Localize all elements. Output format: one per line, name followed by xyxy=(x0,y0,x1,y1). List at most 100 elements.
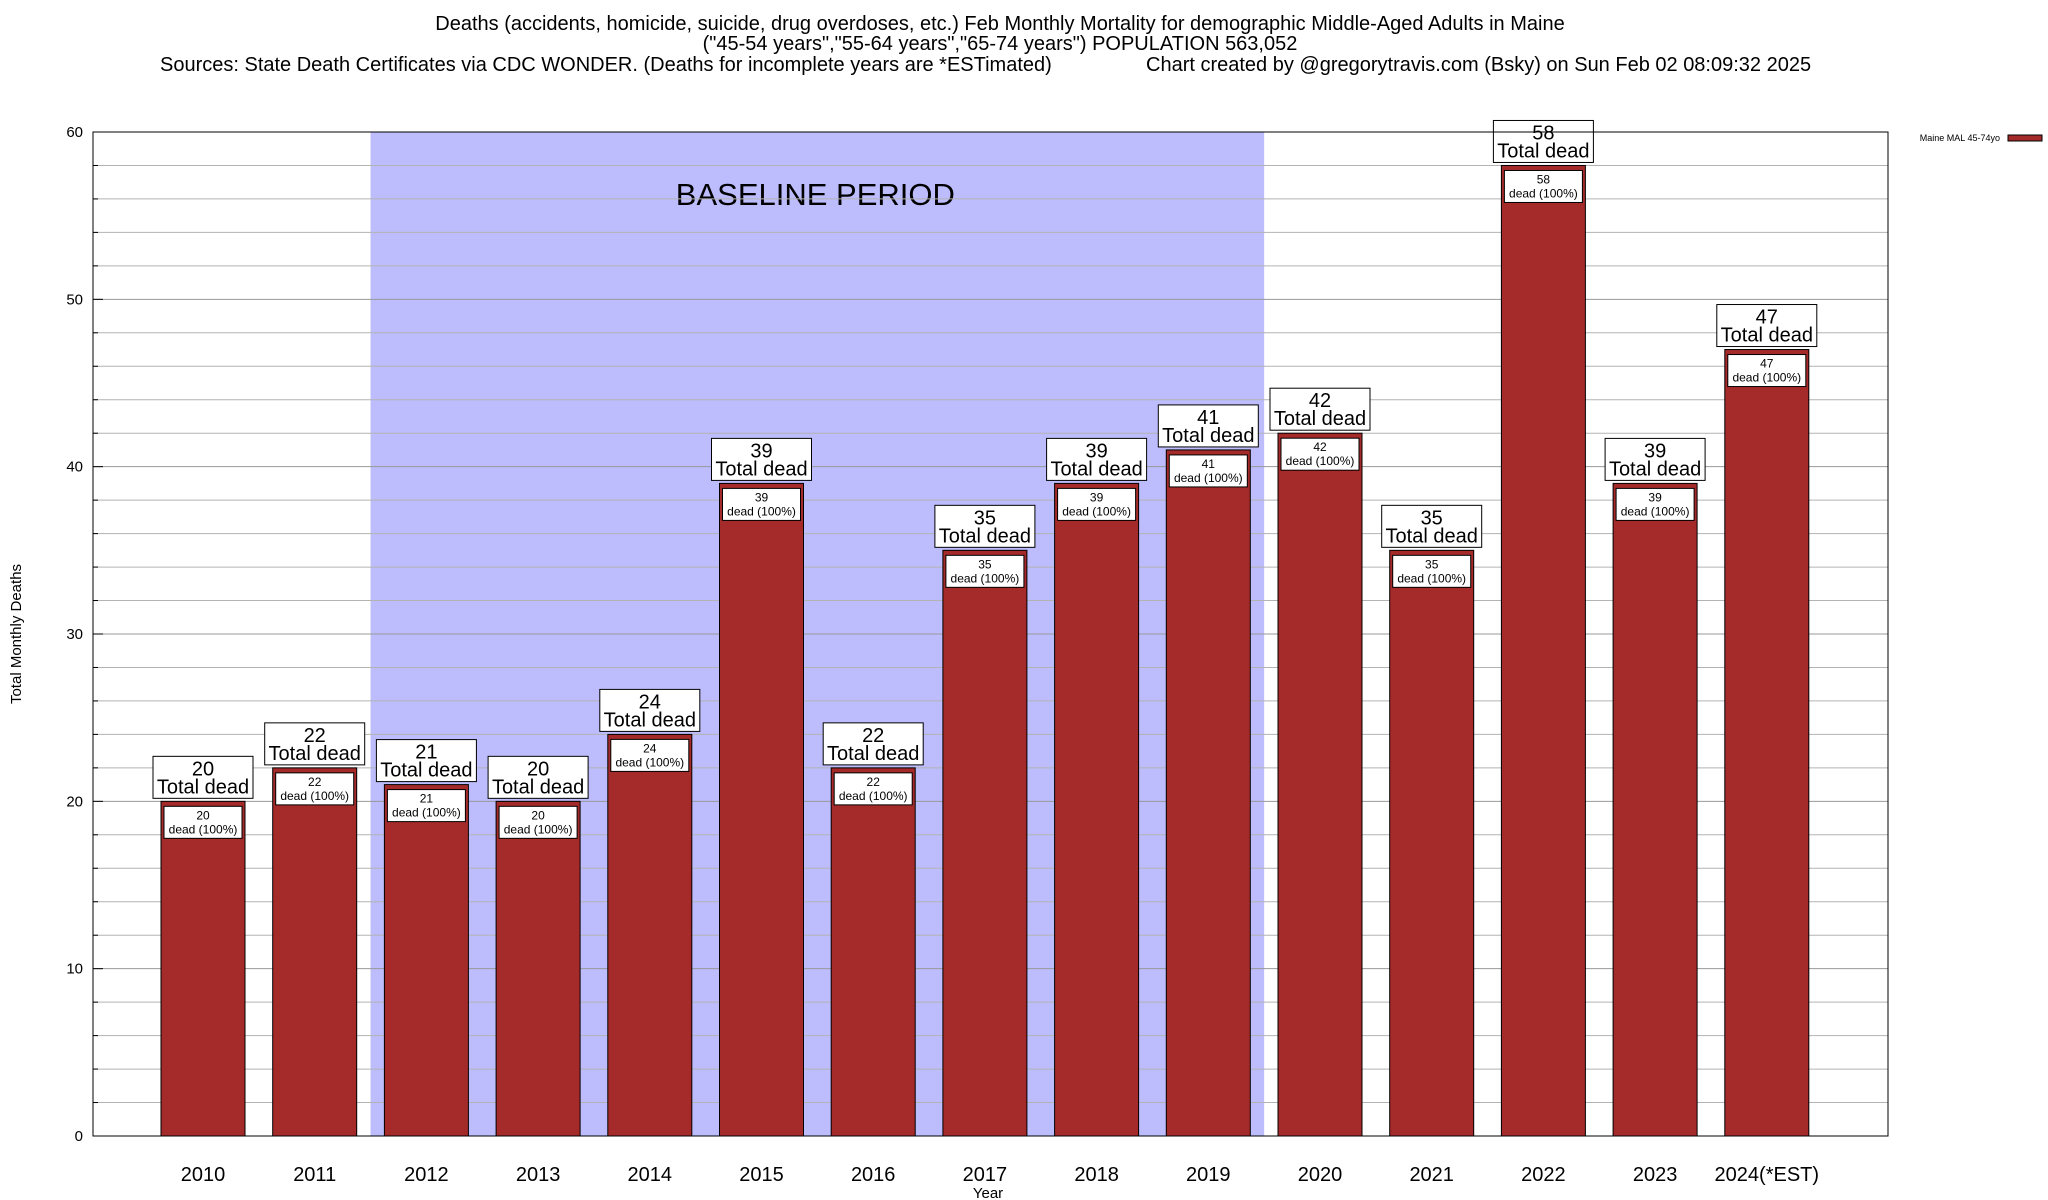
total-label-text: Total dead xyxy=(1609,458,1701,480)
segment-label-value: 20 xyxy=(196,808,210,822)
segment-label-text: dead (100%) xyxy=(280,789,349,803)
segment-label-box xyxy=(722,487,801,521)
total-label-text: Total dead xyxy=(492,776,584,798)
segment-label-value: 39 xyxy=(755,490,769,504)
x-tick-label: 2015 xyxy=(739,1164,784,1186)
segment-label-text: dead (100%) xyxy=(839,789,908,803)
segment-label-text: dead (100%) xyxy=(1397,571,1466,585)
total-label-text: Total dead xyxy=(1274,408,1366,430)
total-label-box xyxy=(1604,437,1706,481)
total-label-box xyxy=(1381,504,1483,548)
total-label-value: 42 xyxy=(1309,390,1331,412)
total-label-text: Total dead xyxy=(1162,425,1254,447)
segment-label-box xyxy=(1057,487,1137,521)
segment-label-value: 39 xyxy=(1648,490,1662,504)
total-label-value: 20 xyxy=(192,758,214,780)
x-axis-title: Year xyxy=(973,1185,1003,1200)
bar xyxy=(1277,432,1363,1137)
x-tick-label: 2012 xyxy=(404,1164,449,1186)
segment-label-value: 35 xyxy=(978,557,992,571)
total-label-text: Total dead xyxy=(269,743,361,765)
x-tick-label: 2016 xyxy=(851,1164,896,1186)
total-label-text: Total dead xyxy=(939,525,1031,547)
segment-label-text: dead (100%) xyxy=(169,822,238,836)
segment-label-text: dead (100%) xyxy=(392,806,461,820)
x-tick-label: 2024(*EST) xyxy=(1715,1164,1820,1186)
total-label-text: Total dead xyxy=(380,760,472,782)
bar xyxy=(607,733,693,1137)
total-label-value: 35 xyxy=(974,507,996,529)
total-label-value: 58 xyxy=(1532,122,1554,144)
bar xyxy=(830,767,916,1137)
bar xyxy=(1054,482,1140,1137)
segment-label-box xyxy=(610,738,690,772)
segment-label-value: 24 xyxy=(643,741,657,755)
y-tick-label: 60 xyxy=(66,124,83,141)
segment-label-text: dead (100%) xyxy=(1174,471,1243,485)
segment-label-box xyxy=(498,805,578,839)
segment-label-text: dead (100%) xyxy=(1509,186,1578,200)
total-label-box xyxy=(152,755,254,799)
y-axis-title: Total Monthly Deaths xyxy=(8,564,25,704)
segment-label-text: dead (100%) xyxy=(1286,454,1355,468)
segment-label-box xyxy=(833,772,913,806)
total-label-text: Total dead xyxy=(157,776,249,798)
y-tick-label: 30 xyxy=(66,626,83,643)
x-tick-label: 2018 xyxy=(1074,1164,1119,1186)
total-label-value: 41 xyxy=(1197,407,1219,429)
segment-label-box xyxy=(386,789,466,823)
bar xyxy=(272,767,358,1137)
x-tick-label: 2017 xyxy=(963,1164,1008,1186)
segment-label-value: 47 xyxy=(1760,357,1774,371)
total-label-text: Total dead xyxy=(1050,458,1142,480)
total-label-text: Total dead xyxy=(827,743,919,765)
chart-credit: Chart created by @gregorytravis.com (Bsk… xyxy=(1146,54,1812,76)
total-label-box xyxy=(1157,404,1259,448)
total-label-value: 35 xyxy=(1421,507,1443,529)
segment-label-box xyxy=(1168,454,1248,488)
segment-label-box xyxy=(945,554,1025,588)
x-tick-label: 2023 xyxy=(1633,1164,1678,1186)
total-label-text: Total dead xyxy=(715,458,807,480)
x-tick-label: 2013 xyxy=(516,1164,561,1186)
chart-sources: Sources: State Death Certificates via CD… xyxy=(160,54,1052,76)
legend-swatch xyxy=(2007,134,2043,142)
segment-label-box xyxy=(1392,554,1472,588)
chart-title-line-1: Deaths (accidents, homicide, suicide, dr… xyxy=(435,13,1565,35)
total-label-box xyxy=(487,755,589,799)
total-label-text: Total dead xyxy=(604,709,696,731)
total-label-value: 39 xyxy=(1085,440,1107,462)
segment-label-text: dead (100%) xyxy=(615,755,684,769)
total-label-text: Total dead xyxy=(1721,325,1813,347)
segment-label-value: 41 xyxy=(1202,457,1216,471)
total-label-box xyxy=(711,437,812,481)
segment-label-text: dead (100%) xyxy=(951,571,1020,585)
segment-label-value: 22 xyxy=(308,775,322,789)
total-label-box xyxy=(264,722,366,766)
y-tick-label: 40 xyxy=(66,459,83,476)
total-label-value: 47 xyxy=(1756,307,1778,329)
segment-label-value: 22 xyxy=(867,775,881,789)
total-label-text: Total dead xyxy=(1497,140,1589,162)
total-label-box xyxy=(1716,304,1818,348)
y-tick-label: 20 xyxy=(66,793,83,810)
total-label-box xyxy=(599,688,701,732)
segment-label-value: 42 xyxy=(1313,440,1327,454)
x-tick-label: 2020 xyxy=(1298,1164,1343,1186)
total-label-box xyxy=(822,722,924,766)
total-label-text: Total dead xyxy=(1386,525,1478,547)
bar xyxy=(383,784,469,1137)
segment-label-box xyxy=(1280,437,1360,471)
x-tick-label: 2019 xyxy=(1186,1164,1231,1186)
segment-label-box xyxy=(1615,487,1695,521)
segment-label-value: 58 xyxy=(1537,172,1551,186)
bar xyxy=(1724,349,1810,1137)
segment-label-box xyxy=(163,805,243,839)
segment-label-text: dead (100%) xyxy=(1621,504,1690,518)
chart-title-line-2: ("45-54 years","55-64 years","65-74 year… xyxy=(702,33,1298,55)
bar xyxy=(1389,549,1475,1137)
total-label-value: 39 xyxy=(1644,440,1666,462)
total-label-value: 39 xyxy=(750,440,772,462)
segment-label-value: 20 xyxy=(531,808,545,822)
